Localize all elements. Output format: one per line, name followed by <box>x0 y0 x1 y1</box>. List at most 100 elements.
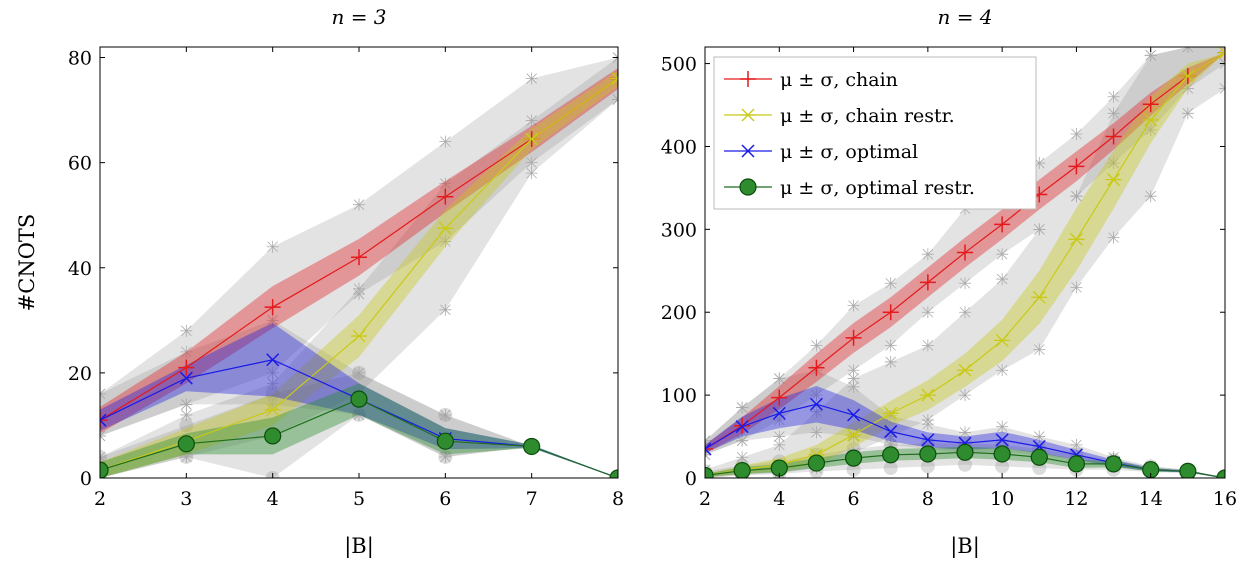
data-point <box>772 406 786 420</box>
data-point <box>177 435 195 453</box>
data-point <box>264 299 281 316</box>
minmax-marker <box>439 450 452 463</box>
minmax-marker <box>266 398 279 411</box>
data-point <box>1179 462 1197 478</box>
minmax-marker <box>525 167 538 180</box>
minmax-marker <box>1033 157 1046 170</box>
minmax-marker <box>959 306 971 319</box>
data-point <box>957 363 973 377</box>
minmax-marker <box>1107 231 1120 244</box>
data-point <box>919 445 937 463</box>
minmax-band <box>705 370 1225 478</box>
legend-label: μ ± σ, optimal <box>780 141 918 163</box>
data-point <box>1068 158 1085 175</box>
minmax-marker <box>1070 438 1083 451</box>
data-point <box>882 304 899 321</box>
minmax-marker <box>1181 107 1194 120</box>
minmax-marker <box>180 408 193 421</box>
minmax-marker <box>958 457 972 472</box>
data-point <box>882 406 899 420</box>
legend-marker <box>740 71 756 87</box>
data-point <box>845 329 862 346</box>
std-band <box>100 383 618 478</box>
y-tick-label: 100 <box>661 385 697 407</box>
minmax-marker <box>773 372 786 385</box>
minmax-marker <box>1033 223 1046 236</box>
y-tick-label: 60 <box>68 153 92 175</box>
minmax-marker <box>884 339 897 352</box>
data-point <box>610 72 618 85</box>
minmax-marker <box>438 407 453 422</box>
minmax-marker <box>439 408 452 421</box>
legend-label: μ ± σ, chain <box>780 69 898 91</box>
data-point <box>1031 290 1048 304</box>
data-point <box>1068 232 1085 246</box>
minmax-marker <box>1033 430 1046 443</box>
data-point <box>100 412 108 429</box>
data-point <box>351 249 367 266</box>
x-tick-label: 14 <box>1139 488 1163 510</box>
minmax-marker <box>1144 190 1157 203</box>
x-axis-label: |B| <box>344 534 374 559</box>
minmax-marker <box>996 364 1009 377</box>
x-tick-label: 4 <box>773 488 785 510</box>
minmax-marker <box>884 277 897 290</box>
data-point <box>844 449 863 467</box>
data-point <box>1105 173 1122 187</box>
data-point <box>733 461 751 478</box>
x-axis-label: |B| <box>950 534 980 559</box>
data-point <box>847 408 861 422</box>
data-point <box>350 390 368 408</box>
x-tick-label: 7 <box>526 488 538 510</box>
minmax-band <box>100 372 618 478</box>
minmax-marker <box>1070 128 1083 141</box>
minmax-marker <box>921 339 934 352</box>
x-tick-label: 12 <box>1064 488 1088 510</box>
chart-title: n = 3 <box>331 5 386 29</box>
x-tick-label: 3 <box>180 488 192 510</box>
minmax-marker <box>736 401 749 414</box>
x-tick-label: 4 <box>267 488 279 510</box>
data-point <box>437 221 454 235</box>
data-point <box>884 425 898 439</box>
data-point <box>919 274 936 291</box>
minmax-band <box>705 47 1225 478</box>
data-point <box>1142 113 1159 127</box>
minmax-marker <box>810 426 823 439</box>
y-tick-label: 80 <box>68 48 92 70</box>
minmax-marker <box>1033 343 1046 356</box>
data-point <box>993 445 1011 463</box>
minmax-marker <box>847 380 860 393</box>
x-tick-label: 8 <box>922 488 934 510</box>
data-point <box>436 432 454 450</box>
minmax-band <box>100 57 618 436</box>
std-band <box>705 52 1225 478</box>
minmax-marker <box>884 409 897 422</box>
minmax-marker <box>266 366 279 379</box>
minmax-marker <box>180 345 193 358</box>
minmax-marker <box>265 386 280 401</box>
legend-box <box>713 56 1037 210</box>
minmax-marker <box>438 449 453 464</box>
x-tick-label: 16 <box>1213 488 1237 510</box>
data-point <box>1216 469 1225 478</box>
minmax-marker <box>810 389 823 402</box>
minmax-marker <box>773 438 786 451</box>
minmax-marker <box>525 114 538 127</box>
minmax-marker <box>921 248 934 261</box>
minmax-marker <box>847 364 860 377</box>
plot-area <box>100 51 618 478</box>
data-point <box>266 353 280 367</box>
x-tick-label: 2 <box>699 488 711 510</box>
y-axis-label: #CNOTS <box>15 214 39 312</box>
minmax-marker <box>959 389 971 402</box>
minmax-marker <box>884 355 897 368</box>
x-tick-label: 6 <box>848 488 860 510</box>
minmax-marker <box>180 398 193 411</box>
y-tick-label: 40 <box>68 258 92 280</box>
legend: μ ± σ, chain μ ± σ, chain restr. μ ± σ, op… <box>713 56 1037 210</box>
legend-marker <box>741 144 755 158</box>
minmax-marker <box>180 324 193 337</box>
data-point <box>1179 69 1196 83</box>
